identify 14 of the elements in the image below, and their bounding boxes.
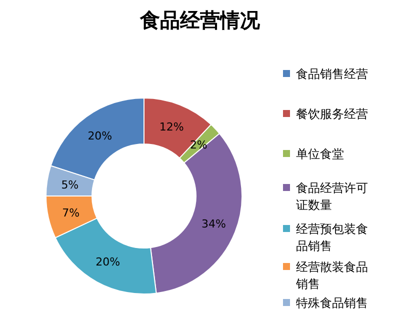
legend-label: 食品销售经营 — [296, 67, 368, 81]
data-label: 7% — [62, 206, 80, 220]
legend-label: 餐饮服务经营 — [296, 107, 368, 121]
data-label: 12% — [159, 120, 184, 134]
data-label: 5% — [61, 178, 79, 192]
legend-label: 食品经营许可证数量 — [296, 181, 368, 212]
chart-title: 食品经营情况 — [139, 8, 261, 32]
data-label: 34% — [202, 218, 226, 231]
data-label: 20% — [88, 129, 112, 142]
data-label: 20% — [96, 256, 120, 269]
legend-label: 特殊食品销售 — [296, 296, 368, 310]
legend-label: 经营散装食品销售 — [295, 260, 368, 291]
legend-label: 经营预包装食品销售 — [296, 222, 368, 253]
legend-label: 单位食堂 — [296, 147, 344, 161]
